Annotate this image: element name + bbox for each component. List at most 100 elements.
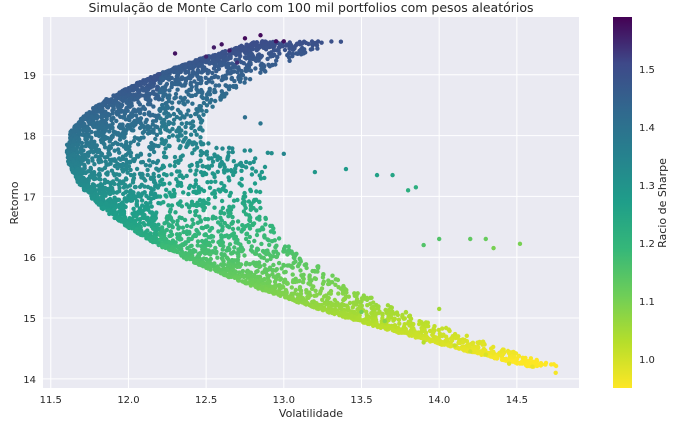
scatter-point xyxy=(239,176,244,182)
scatter-point xyxy=(75,124,80,129)
scatter-point xyxy=(538,363,543,368)
scatter-point xyxy=(174,114,180,120)
scatter-point xyxy=(71,129,76,134)
scatter-point xyxy=(349,313,354,319)
scatter-point xyxy=(405,188,411,193)
scatter-point xyxy=(195,229,200,234)
scatter-point xyxy=(196,185,201,190)
scatter-point xyxy=(343,311,348,316)
scatter-point xyxy=(209,163,215,168)
scatter-point xyxy=(193,233,199,239)
scatter-point xyxy=(256,43,261,49)
scatter-point xyxy=(195,220,201,225)
scatter-point xyxy=(284,42,289,47)
scatter-point xyxy=(281,39,287,44)
scatter-point xyxy=(181,190,186,195)
scatter-point xyxy=(91,150,96,155)
scatter-point xyxy=(199,225,204,230)
scatter-point xyxy=(203,75,208,81)
scatter-point xyxy=(500,357,505,362)
scatter-point xyxy=(192,147,197,152)
scatter-point xyxy=(181,252,186,257)
scatter-point xyxy=(244,159,249,165)
scatter-point xyxy=(157,194,163,199)
scatter-point xyxy=(259,241,264,247)
scatter-point xyxy=(282,270,287,275)
scatter-point xyxy=(305,294,310,300)
scatter-point xyxy=(210,159,216,164)
scatter-point xyxy=(211,53,216,58)
scatter-point xyxy=(222,270,227,275)
scatter-point xyxy=(132,220,137,225)
scatter-point xyxy=(231,159,236,164)
scatter-point xyxy=(390,172,395,178)
scatter-point xyxy=(145,172,150,178)
scatter-point xyxy=(244,232,249,237)
scatter-point xyxy=(329,302,334,307)
scatter-point xyxy=(160,97,165,102)
scatter-point xyxy=(230,149,235,155)
scatter-point xyxy=(413,185,419,190)
scatter-point xyxy=(83,170,88,175)
scatter-point xyxy=(147,110,152,115)
scatter-point xyxy=(543,360,549,366)
scatter-point xyxy=(186,69,191,75)
scatter-point xyxy=(127,144,132,149)
scatter-point xyxy=(259,169,265,175)
scatter-point xyxy=(328,280,333,285)
scatter-point xyxy=(92,184,97,189)
scatter-point xyxy=(136,93,141,98)
scatter-point xyxy=(89,138,94,144)
scatter-point xyxy=(116,147,121,152)
scatter-cloud xyxy=(64,39,559,369)
scatter-point xyxy=(174,249,179,254)
scatter-point xyxy=(212,152,217,157)
scatter-point xyxy=(253,57,258,63)
scatter-point xyxy=(257,189,263,195)
scatter-point xyxy=(176,245,182,250)
scatter-point xyxy=(242,148,247,153)
x-tick-label: 12.5 xyxy=(195,395,217,406)
scatter-point xyxy=(123,190,128,195)
scatter-point xyxy=(297,297,302,302)
scatter-point xyxy=(141,135,146,140)
scatter-point xyxy=(320,297,325,302)
scatter-point xyxy=(226,87,232,92)
scatter-point xyxy=(162,117,167,123)
scatter-point xyxy=(328,291,333,296)
scatter-point xyxy=(194,259,199,264)
scatter-point xyxy=(292,254,297,259)
scatter-point xyxy=(143,163,149,168)
scatter-point xyxy=(311,284,316,289)
scatter-point xyxy=(122,111,128,116)
scatter-point xyxy=(200,204,205,209)
scatter-point xyxy=(152,230,157,236)
scatter-point xyxy=(140,159,146,165)
scatter-point xyxy=(162,141,167,147)
scatter-point xyxy=(179,67,184,73)
scatter-point xyxy=(274,243,279,248)
scatter-point xyxy=(121,91,126,97)
scatter-point xyxy=(131,177,136,183)
scatter-point xyxy=(173,210,178,215)
scatter-point xyxy=(121,134,126,139)
scatter-point xyxy=(259,255,264,260)
scatter-point xyxy=(194,132,199,137)
scatter-point xyxy=(156,226,161,232)
scatter-point xyxy=(107,112,112,118)
scatter-point xyxy=(215,157,220,162)
scatter-point xyxy=(131,92,137,98)
scatter-point xyxy=(286,247,292,253)
scatter-point xyxy=(314,302,320,307)
scatter-point xyxy=(118,114,123,120)
scatter-point xyxy=(221,258,226,264)
scatter-point xyxy=(230,226,236,232)
scatter-point xyxy=(87,119,92,124)
scatter-point xyxy=(250,280,255,285)
scatter-point xyxy=(68,156,73,161)
scatter-point xyxy=(250,166,255,171)
scatter-point xyxy=(527,361,532,366)
scatter-point xyxy=(150,160,156,165)
scatter-point xyxy=(184,173,189,179)
scatter-point xyxy=(234,65,240,70)
